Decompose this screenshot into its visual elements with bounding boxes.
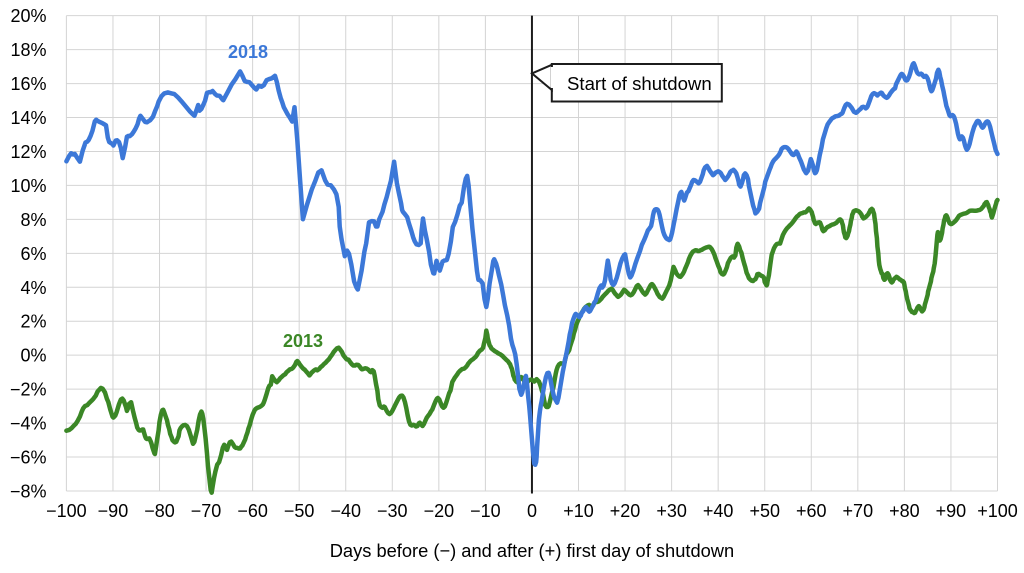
svg-text:2%: 2% xyxy=(20,312,46,332)
svg-text:+90: +90 xyxy=(936,501,967,521)
svg-text:−4%: −4% xyxy=(10,414,47,434)
svg-text:0%: 0% xyxy=(20,346,46,366)
svg-text:+20: +20 xyxy=(610,501,641,521)
svg-text:−20: −20 xyxy=(424,501,455,521)
svg-text:+50: +50 xyxy=(749,501,780,521)
svg-text:+70: +70 xyxy=(843,501,874,521)
svg-text:6%: 6% xyxy=(20,244,46,264)
svg-text:+40: +40 xyxy=(703,501,734,521)
svg-text:16%: 16% xyxy=(10,74,46,94)
svg-text:2013: 2013 xyxy=(283,331,323,351)
svg-text:14%: 14% xyxy=(10,108,46,128)
svg-text:−40: −40 xyxy=(330,501,361,521)
svg-text:+30: +30 xyxy=(656,501,687,521)
svg-text:−2%: −2% xyxy=(10,380,47,400)
svg-text:−70: −70 xyxy=(191,501,222,521)
svg-text:20%: 20% xyxy=(10,6,46,26)
svg-text:−100: −100 xyxy=(46,501,87,521)
svg-text:Days before (−) and after (+): Days before (−) and after (+) first day … xyxy=(330,540,734,561)
svg-text:18%: 18% xyxy=(10,40,46,60)
svg-text:+80: +80 xyxy=(889,501,920,521)
svg-text:−50: −50 xyxy=(284,501,315,521)
svg-text:−60: −60 xyxy=(237,501,268,521)
svg-text:+100: +100 xyxy=(977,501,1018,521)
svg-text:2018: 2018 xyxy=(228,42,268,62)
svg-text:−10: −10 xyxy=(470,501,501,521)
svg-text:−80: −80 xyxy=(144,501,175,521)
svg-text:Start of shutdown: Start of shutdown xyxy=(567,73,712,94)
svg-text:12%: 12% xyxy=(10,142,46,162)
svg-text:−90: −90 xyxy=(98,501,129,521)
svg-text:+10: +10 xyxy=(563,501,594,521)
svg-text:10%: 10% xyxy=(10,176,46,196)
svg-text:+60: +60 xyxy=(796,501,827,521)
svg-text:4%: 4% xyxy=(20,278,46,298)
svg-text:−30: −30 xyxy=(377,501,408,521)
svg-text:−6%: −6% xyxy=(10,448,47,468)
svg-text:0: 0 xyxy=(527,501,537,521)
svg-text:−8%: −8% xyxy=(10,482,47,502)
svg-text:8%: 8% xyxy=(20,210,46,230)
